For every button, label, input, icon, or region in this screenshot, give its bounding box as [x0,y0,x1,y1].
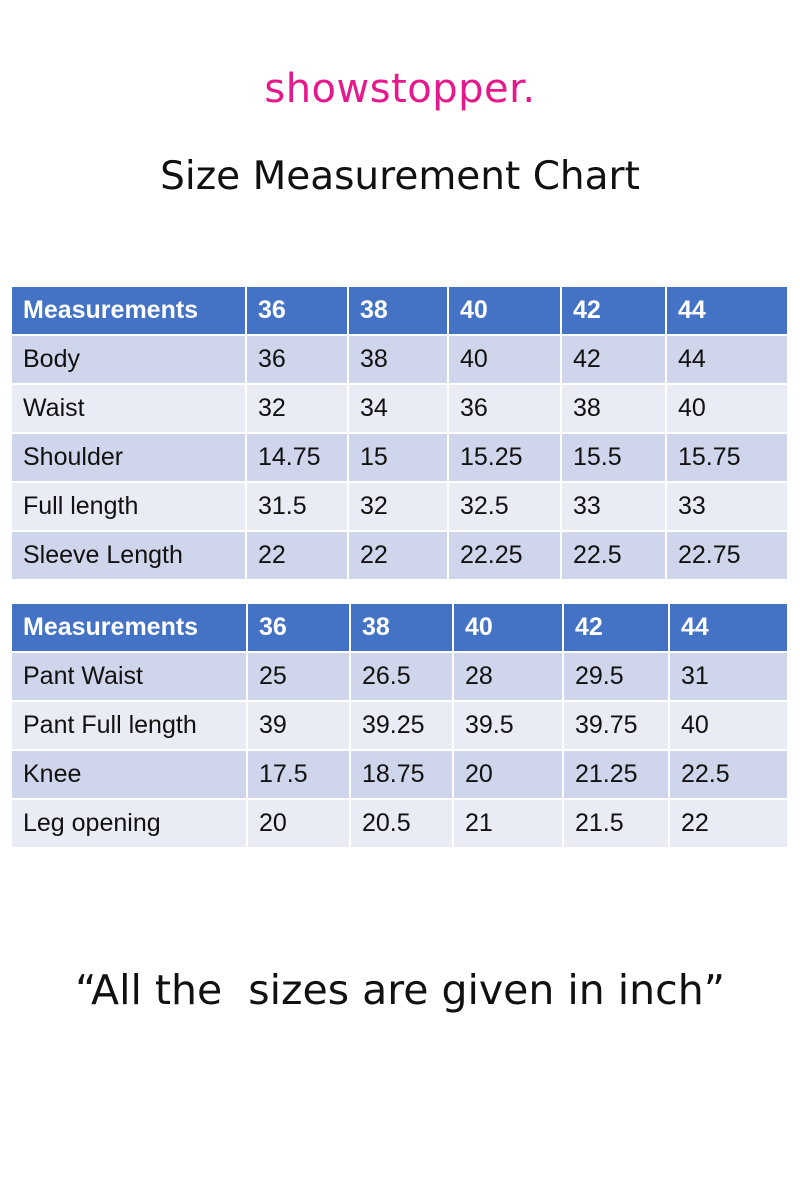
value-cell: 20.5 [349,798,454,849]
value-cell: 25 [246,651,351,702]
value-cell: 39 [246,700,351,751]
value-cell: 38 [560,383,667,434]
value-cell: 40 [668,700,789,751]
row-label: Full length [10,481,247,532]
header-cell: 44 [665,285,789,336]
value-cell: 22.5 [668,749,789,800]
value-cell: 44 [665,334,789,385]
table-row: Body 36 38 40 42 44 [10,334,789,385]
header-cell: 40 [452,602,564,653]
value-cell: 36 [447,383,562,434]
top-measurement-table: Measurements 36 38 40 42 44 Body 36 38 40 42 44 Wais… [10,285,789,581]
value-cell: 22.75 [665,530,789,581]
value-cell: 21 [452,798,564,849]
header-cell: 36 [245,285,349,336]
value-cell: 29.5 [562,651,670,702]
value-cell: 42 [560,334,667,385]
header-cell: 38 [347,285,449,336]
brand-logo: showstopper. [264,66,536,112]
table-row: Leg opening 20 20.5 21 21.5 22 [10,798,789,849]
value-cell: 36 [245,334,349,385]
value-cell: 20 [246,798,351,849]
value-cell: 31.5 [245,481,349,532]
header-cell: 40 [447,285,562,336]
row-label: Waist [10,383,247,434]
row-label: Body [10,334,247,385]
header-cell: 44 [668,602,789,653]
value-cell: 21.25 [562,749,670,800]
value-cell: 26.5 [349,651,454,702]
value-cell: 40 [447,334,562,385]
value-cell: 33 [665,481,789,532]
value-cell: 39.75 [562,700,670,751]
row-label: Sleeve Length [10,530,247,581]
row-label: Pant Waist [10,651,248,702]
value-cell: 33 [560,481,667,532]
table-row: Pant Full length 39 39.25 39.5 39.75 40 [10,700,789,751]
value-cell: 22 [347,530,449,581]
table-row: Shoulder 14.75 15 15.25 15.5 15.75 [10,432,789,483]
header-cell: Measurements [10,602,248,653]
table-row: Knee 17.5 18.75 20 21.25 22.5 [10,749,789,800]
value-cell: 39.5 [452,700,564,751]
page-title: Size Measurement Chart [160,154,640,199]
header-cell: Measurements [10,285,247,336]
table-header-row: Measurements 36 38 40 42 44 [10,285,789,336]
table-header-row: Measurements 36 38 40 42 44 [10,602,789,653]
value-cell: 32.5 [447,481,562,532]
value-cell: 38 [347,334,449,385]
header-cell: 38 [349,602,454,653]
row-label: Pant Full length [10,700,248,751]
value-cell: 15.25 [447,432,562,483]
value-cell: 39.25 [349,700,454,751]
row-label: Leg opening [10,798,248,849]
value-cell: 15.75 [665,432,789,483]
row-label: Knee [10,749,248,800]
value-cell: 40 [665,383,789,434]
pant-measurement-table: Measurements 36 38 40 42 44 Pant Waist 25 26.5 28… [10,602,789,849]
table-row: Sleeve Length 22 22 22.25 22.5 22.75 [10,530,789,581]
header-cell: 42 [560,285,667,336]
header-cell: 36 [246,602,351,653]
value-cell: 22 [245,530,349,581]
value-cell: 22.5 [560,530,667,581]
value-cell: 22.25 [447,530,562,581]
value-cell: 28 [452,651,564,702]
value-cell: 31 [668,651,789,702]
table-row: Waist 32 34 36 38 40 [10,383,789,434]
row-label: Shoulder [10,432,247,483]
table-row: Pant Waist 25 26.5 28 29.5 31 [10,651,789,702]
value-cell: 32 [347,481,449,532]
value-cell: 18.75 [349,749,454,800]
value-cell: 21.5 [562,798,670,849]
value-cell: 22 [668,798,789,849]
table-row: Full length 31.5 32 32.5 33 33 [10,481,789,532]
value-cell: 17.5 [246,749,351,800]
value-cell: 32 [245,383,349,434]
value-cell: 34 [347,383,449,434]
units-note: “All the sizes are given in inch” [75,966,725,1014]
header-cell: 42 [562,602,670,653]
value-cell: 20 [452,749,564,800]
value-cell: 14.75 [245,432,349,483]
value-cell: 15.5 [560,432,667,483]
value-cell: 15 [347,432,449,483]
